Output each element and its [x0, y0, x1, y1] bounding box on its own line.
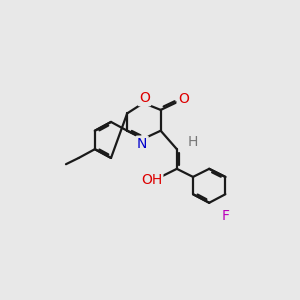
Text: N: N: [137, 137, 147, 151]
Text: O: O: [139, 91, 150, 105]
Text: H: H: [188, 135, 198, 149]
Text: O: O: [178, 92, 189, 106]
Text: F: F: [221, 209, 230, 223]
Text: OH: OH: [141, 173, 162, 187]
